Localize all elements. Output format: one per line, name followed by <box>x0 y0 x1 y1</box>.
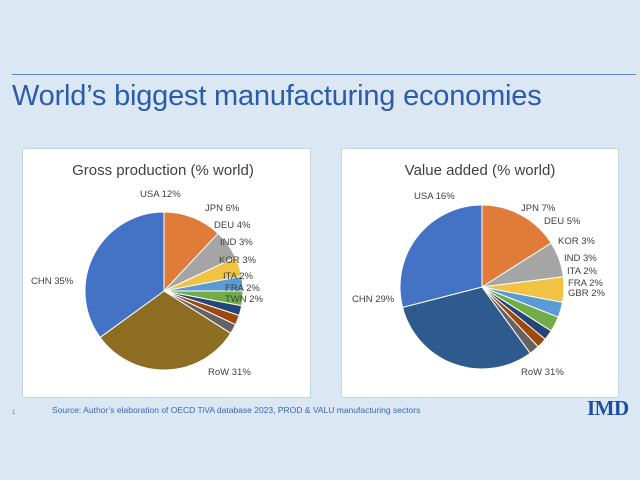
pie-slice-chn <box>399 204 483 308</box>
slice-label-fra: FRA 2% <box>568 278 603 289</box>
slice-label-gbr: GBR 2% <box>568 288 606 299</box>
slice-label-ind: IND 3% <box>220 237 253 248</box>
source-note: Source: Author’s elaboration of OECD TiV… <box>52 405 421 415</box>
slice-label-row: RoW 31% <box>521 367 564 378</box>
title-divider-line <box>12 74 636 75</box>
gross-production-pie-chart: Gross production (% world) USA 12% JPN 6%… <box>31 162 264 378</box>
slice-label-deu: DEU 4% <box>214 220 251 231</box>
slice-label-kor: KOR 3% <box>558 236 596 247</box>
slice-label-ind: IND 3% <box>564 253 597 264</box>
slice-label-jpn: JPN 7% <box>521 203 556 214</box>
slice-label-twn: TWN 2% <box>225 294 264 305</box>
slide-title: World’s biggest manufacturing economies <box>12 80 542 112</box>
slice-label-kor: KOR 3% <box>219 255 257 266</box>
pie-slice-usa <box>481 204 552 288</box>
slide-number: 1 <box>12 410 16 416</box>
slice-label-chn: CHN 35% <box>31 276 74 287</box>
imd-logo: IMD <box>587 396 629 420</box>
chart-title: Gross production (% world) <box>72 162 254 179</box>
value-added-chart-panel: Value added (% world) USA 16% JPN 7% DEU 5… <box>341 148 619 398</box>
slice-label-fra: FRA 2% <box>225 283 260 294</box>
slice-label-usa: USA 16% <box>414 191 455 202</box>
slice-label-jpn: JPN 6% <box>205 203 240 214</box>
slice-label-deu: DEU 5% <box>544 216 581 227</box>
gross-production-chart-panel: Gross production (% world) USA 12% JPN 6%… <box>22 148 311 398</box>
pie-slice-row <box>401 286 531 370</box>
slice-label-ita: ITA 2% <box>567 266 597 277</box>
slice-label-ita: ITA 2% <box>223 271 253 282</box>
value-added-pie-chart: Value added (% world) USA 16% JPN 7% DEU 5… <box>352 162 606 378</box>
pie-slice-row <box>99 290 232 371</box>
slice-label-chn: CHN 29% <box>352 294 395 305</box>
slice-label-usa: USA 12% <box>140 189 181 200</box>
pie-slice-usa <box>163 211 219 293</box>
chart-title: Value added (% world) <box>405 162 556 179</box>
pie-slice-chn <box>84 211 165 339</box>
slice-label-row: RoW 31% <box>208 367 251 378</box>
